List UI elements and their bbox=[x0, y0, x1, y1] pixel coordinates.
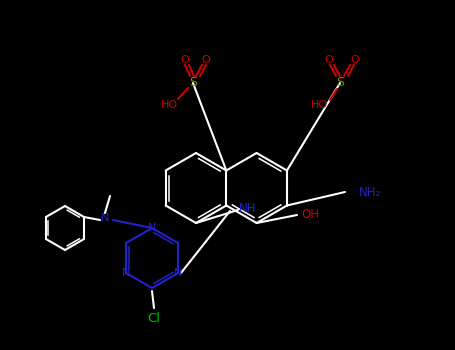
Text: HO: HO bbox=[161, 100, 177, 110]
Text: N: N bbox=[122, 268, 130, 278]
Text: N: N bbox=[148, 223, 156, 233]
Text: O: O bbox=[324, 55, 334, 65]
Text: NH₂: NH₂ bbox=[359, 186, 381, 198]
Text: OH: OH bbox=[301, 209, 319, 222]
Text: Cl: Cl bbox=[147, 312, 161, 324]
Text: HO: HO bbox=[310, 100, 328, 110]
Text: O: O bbox=[181, 55, 189, 65]
Text: N: N bbox=[174, 268, 182, 278]
Text: O: O bbox=[351, 55, 359, 65]
Text: O: O bbox=[202, 55, 210, 65]
Text: S: S bbox=[189, 77, 197, 90]
Text: S: S bbox=[336, 77, 344, 90]
Text: N: N bbox=[101, 213, 109, 223]
Text: NH: NH bbox=[239, 202, 257, 215]
